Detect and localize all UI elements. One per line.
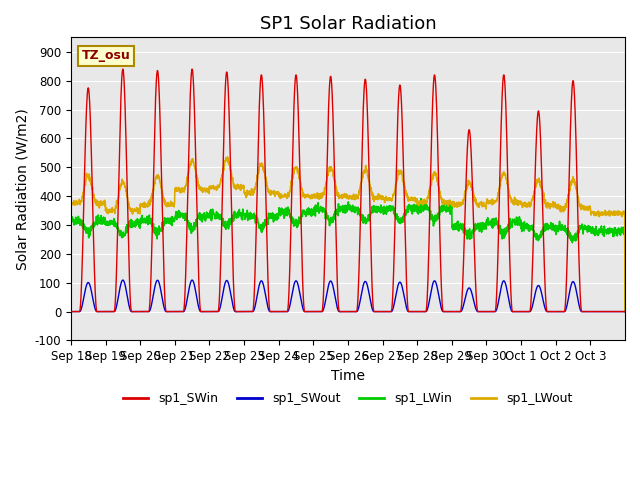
Text: TZ_osu: TZ_osu	[82, 49, 131, 62]
Legend: sp1_SWin, sp1_SWout, sp1_LWin, sp1_LWout: sp1_SWin, sp1_SWout, sp1_LWin, sp1_LWout	[118, 387, 577, 410]
Y-axis label: Solar Radiation (W/m2): Solar Radiation (W/m2)	[15, 108, 29, 270]
Title: SP1 Solar Radiation: SP1 Solar Radiation	[260, 15, 436, 33]
X-axis label: Time: Time	[331, 369, 365, 383]
